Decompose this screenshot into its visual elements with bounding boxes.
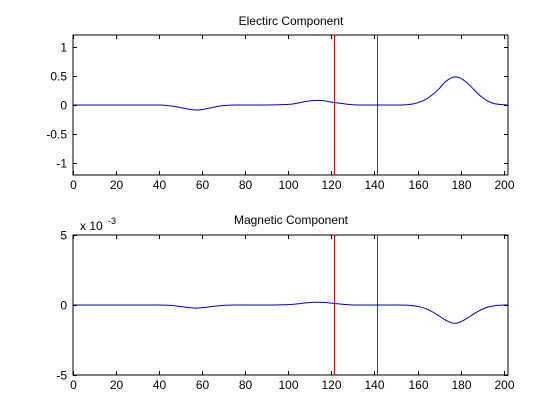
x-tick-label: 200 xyxy=(494,378,514,392)
x-tick-label: 160 xyxy=(408,178,428,192)
x-tick-label: 0 xyxy=(70,178,77,192)
x-tick-label: 80 xyxy=(239,378,253,392)
x-tick-label: 20 xyxy=(110,378,124,392)
y-tick-label: -5 xyxy=(56,369,67,383)
y-tick-label: 1 xyxy=(60,41,67,55)
multiplier-base: x 10 xyxy=(80,219,103,233)
y-tick-label: 5 xyxy=(60,229,67,243)
x-tick-label: 60 xyxy=(196,178,210,192)
x-tick-label: 140 xyxy=(364,178,384,192)
y-tick-label: -0.5 xyxy=(46,128,67,142)
x-tick-label: 40 xyxy=(153,178,167,192)
electric-component-plot: Electirc Component 0 20 40 60 80 100 120 140 160… xyxy=(46,14,515,192)
x-tick-label: 120 xyxy=(321,378,341,392)
x-tick-label: 60 xyxy=(196,378,210,392)
y-tick-label: 0 xyxy=(60,99,67,113)
x-tick-label: 140 xyxy=(364,378,384,392)
y-tick-label: -1 xyxy=(56,157,67,171)
magnetic-plot-title: Magnetic Component xyxy=(234,213,349,227)
electric-plot-title: Electirc Component xyxy=(239,14,344,28)
magnetic-component-plot: Magnetic Component x 10 -3 0 20 40 60 80 100 1… xyxy=(56,213,515,392)
x-tick-label: 40 xyxy=(153,378,167,392)
x-tick-label: 0 xyxy=(70,378,77,392)
y-tick-label: 0.5 xyxy=(50,70,67,84)
x-tick-label: 80 xyxy=(239,178,253,192)
x-tick-label: 20 xyxy=(110,178,124,192)
x-tick-label: 180 xyxy=(451,178,471,192)
x-tick-label: 180 xyxy=(451,378,471,392)
x-tick-label: 200 xyxy=(494,178,514,192)
x-tick-label: 160 xyxy=(408,378,428,392)
x-tick-label: 100 xyxy=(278,378,298,392)
multiplier-exponent: -3 xyxy=(108,216,116,226)
y-tick-label: 0 xyxy=(60,299,67,313)
x-tick-label: 120 xyxy=(321,178,341,192)
x-tick-label: 100 xyxy=(278,178,298,192)
